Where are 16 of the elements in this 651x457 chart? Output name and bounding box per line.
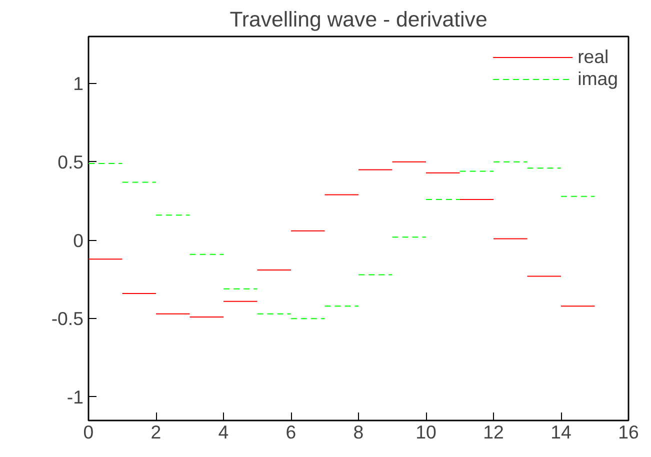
x-tick-label: 6 <box>286 422 296 442</box>
legend-label: imag <box>578 68 618 90</box>
y-tick-label: -0.5 <box>51 308 84 330</box>
legend-label: real <box>578 46 609 68</box>
y-tick-label: -1 <box>66 386 84 408</box>
x-tick-label: 12 <box>483 422 504 442</box>
x-tick-label: 10 <box>416 422 436 442</box>
x-tick-label: 8 <box>353 422 364 442</box>
x-tick-label: 2 <box>150 422 162 442</box>
x-tick-label: 14 <box>550 422 572 442</box>
x-tick-label: 4 <box>218 422 229 442</box>
y-tick-label: 1 <box>73 73 84 94</box>
y-tick-label: 0 <box>73 230 84 251</box>
y-tick-label: 0.5 <box>58 151 84 172</box>
chart-title: Travelling wave - derivative <box>230 8 488 32</box>
x-tick-label: 16 <box>618 422 639 442</box>
